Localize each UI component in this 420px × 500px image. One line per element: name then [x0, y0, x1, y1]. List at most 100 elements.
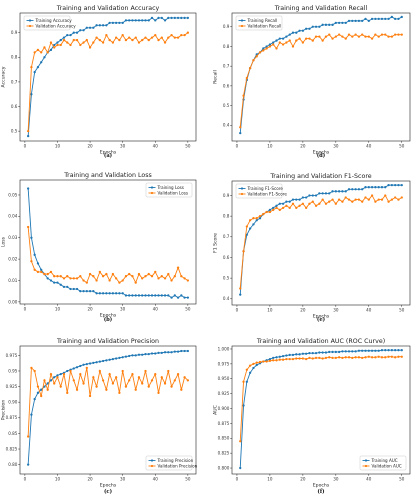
data-point — [354, 350, 357, 353]
data-point — [318, 356, 321, 360]
data-point — [351, 19, 354, 23]
data-point — [308, 351, 311, 355]
data-point — [275, 359, 278, 362]
data-point — [160, 294, 163, 297]
y-tick-label: 0.6 — [223, 83, 230, 88]
data-point — [173, 36, 176, 39]
data-point — [137, 19, 141, 22]
y-tick-label: 0.7 — [11, 79, 18, 84]
data-point — [281, 37, 285, 40]
data-point — [36, 262, 40, 265]
data-point — [66, 369, 69, 373]
data-point — [82, 363, 85, 366]
data-point — [367, 355, 370, 358]
data-point — [384, 17, 387, 21]
data-point — [295, 39, 298, 42]
data-point — [394, 356, 397, 359]
data-point — [167, 294, 170, 297]
data-point — [272, 356, 275, 360]
data-point — [101, 24, 105, 27]
data-point — [92, 275, 95, 278]
data-point — [154, 372, 157, 376]
y-tick-label: 0.01 — [8, 278, 18, 283]
data-point — [242, 404, 245, 407]
x-tick-label: 10 — [267, 144, 273, 149]
data-point — [387, 17, 390, 21]
legend-label: Training AUC — [371, 458, 398, 463]
data-point — [262, 212, 265, 216]
data-point — [239, 287, 242, 290]
data-point — [88, 26, 92, 29]
legend-marker — [150, 186, 154, 189]
data-point — [85, 281, 88, 284]
data-point — [150, 352, 154, 355]
data-point — [341, 356, 344, 360]
data-point — [308, 37, 311, 40]
x-axis-label: Epochs — [313, 314, 330, 320]
x-tick-label: 40 — [153, 477, 159, 482]
data-point — [40, 61, 43, 64]
x-tick-label: 30 — [120, 307, 126, 312]
y-tick-label: 0.900 — [218, 406, 230, 411]
data-point — [400, 33, 403, 36]
data-point — [272, 359, 275, 362]
data-point — [186, 296, 190, 299]
data-point — [364, 17, 367, 21]
data-point — [331, 198, 334, 201]
data-point — [173, 294, 176, 297]
data-point — [337, 33, 341, 36]
data-point — [394, 33, 397, 36]
chart-title: Training and Validation AUC (ROC Curve) — [256, 338, 385, 345]
data-point — [36, 391, 40, 394]
data-point — [141, 277, 144, 280]
data-point — [82, 41, 85, 44]
data-point — [75, 277, 79, 280]
data-point — [186, 31, 190, 34]
data-point — [380, 33, 384, 36]
data-point — [40, 394, 43, 398]
data-point — [46, 51, 49, 54]
legend-marker — [28, 24, 32, 28]
data-point — [400, 349, 403, 352]
data-point — [33, 70, 36, 74]
data-point — [377, 186, 380, 189]
data-point — [36, 270, 40, 274]
data-point — [344, 356, 347, 359]
data-point — [69, 43, 72, 47]
data-point — [308, 356, 311, 360]
data-point — [278, 37, 281, 40]
data-point — [321, 351, 324, 354]
plot-frame — [19, 12, 197, 142]
data-point — [33, 253, 36, 256]
data-point — [49, 372, 53, 376]
data-point — [328, 200, 331, 203]
data-point — [387, 355, 390, 358]
data-point — [180, 16, 183, 20]
data-point — [354, 198, 357, 201]
data-point — [85, 366, 88, 369]
data-point — [324, 356, 328, 360]
data-point — [361, 356, 364, 360]
data-point — [53, 46, 56, 49]
data-point — [314, 25, 318, 28]
data-point — [98, 24, 101, 27]
data-point — [291, 357, 295, 361]
data-point — [111, 21, 115, 24]
data-point — [357, 356, 361, 359]
data-point — [118, 292, 121, 295]
data-point — [380, 349, 384, 352]
x-tick-label: 0 — [24, 477, 27, 482]
chart-panel: Training and Validation Recall 0 10 20 30 40 5… — [213, 5, 411, 159]
data-point — [328, 33, 331, 36]
data-point — [157, 294, 160, 297]
data-point — [255, 363, 258, 367]
data-point — [275, 39, 278, 42]
data-point — [390, 355, 394, 358]
data-point — [121, 292, 124, 295]
data-point — [268, 357, 272, 361]
x-tick-label: 10 — [55, 307, 61, 312]
data-point — [49, 48, 53, 52]
panel-caption: (b) — [104, 316, 113, 323]
data-point — [36, 66, 40, 69]
data-point — [275, 356, 278, 359]
